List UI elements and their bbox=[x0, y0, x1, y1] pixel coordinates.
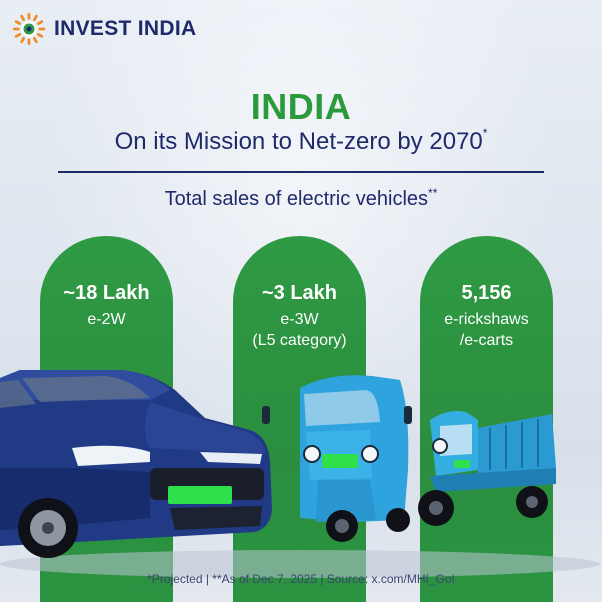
stat-sublabel: /e-carts bbox=[459, 332, 514, 349]
subtitle-text: On its Mission to Net-zero by 2070 bbox=[114, 128, 483, 155]
section-footnote-mark: ** bbox=[428, 186, 438, 200]
invest-india-logo-icon bbox=[12, 12, 46, 46]
stat-label: e-rickshaws bbox=[444, 311, 529, 328]
suv-car-image bbox=[0, 370, 272, 558]
e-cart-image bbox=[418, 411, 556, 526]
stat-value: ~18 Lakh bbox=[63, 282, 150, 304]
brand-logo: INVEST INDIA bbox=[12, 12, 196, 46]
divider bbox=[58, 171, 544, 173]
section-text: Total sales of electric vehicles bbox=[164, 188, 429, 210]
stat-value: 5,156 bbox=[461, 282, 512, 304]
page-title: INDIA bbox=[250, 86, 352, 127]
page-subtitle: On its Mission to Net-zero by 2070* bbox=[0, 126, 602, 156]
stat-label: e-3W bbox=[280, 311, 319, 328]
stat-label: e-2W bbox=[87, 311, 126, 328]
vehicles-illustration bbox=[0, 370, 600, 578]
auto-rickshaw-image bbox=[262, 375, 412, 542]
subtitle-footnote-mark: * bbox=[482, 126, 488, 140]
stat-sublabel: (L5 category) bbox=[252, 332, 347, 349]
section-heading: Total sales of electric vehicles** bbox=[0, 186, 602, 211]
brand-name: INVEST INDIA bbox=[54, 17, 197, 40]
footnote: *Projected | **As of Dec 7, 2025 | Sourc… bbox=[147, 572, 455, 586]
stat-value: ~3 Lakh bbox=[261, 282, 338, 304]
